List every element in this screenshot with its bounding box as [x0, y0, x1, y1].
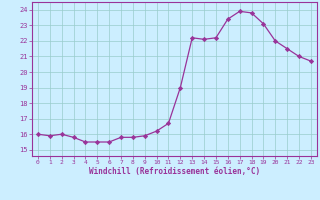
X-axis label: Windchill (Refroidissement éolien,°C): Windchill (Refroidissement éolien,°C) — [89, 167, 260, 176]
